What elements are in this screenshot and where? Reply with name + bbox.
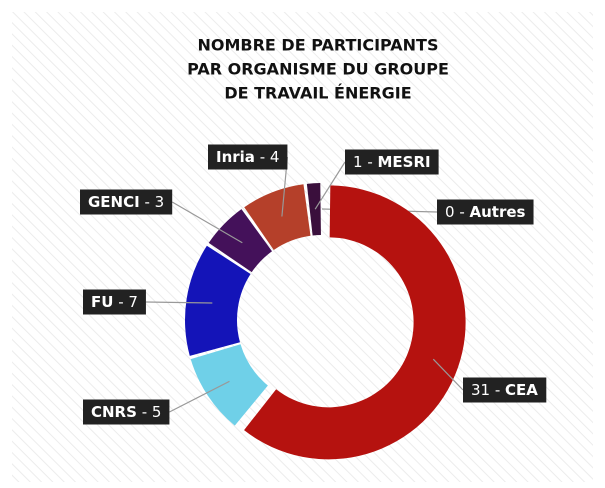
- data-label: 0 - Autres: [445, 203, 526, 221]
- donut-segment: [208, 209, 273, 273]
- data-label: GENCI - 3: [88, 193, 164, 211]
- data-label: Inria - 4: [216, 148, 279, 166]
- leader-line: [169, 380, 230, 413]
- label-part: 4: [270, 148, 280, 166]
- label-part: CEA: [505, 381, 538, 399]
- label-box: [208, 144, 288, 170]
- label-part: -: [455, 203, 470, 221]
- label-part: 31: [471, 381, 490, 399]
- label-part: 1: [353, 153, 363, 171]
- donut-segment: [190, 344, 268, 426]
- chart-title: NOMBRE DE PARTICIPANTS: [198, 36, 439, 55]
- label-part: -: [255, 148, 270, 166]
- label-part: CNRS: [91, 403, 137, 421]
- donut-segment: [306, 183, 321, 236]
- donut-segment: [244, 185, 466, 460]
- leader-line: [145, 301, 213, 304]
- label-part: GENCI: [88, 193, 140, 211]
- donut-segment: [185, 245, 251, 356]
- label-part: FU: [91, 293, 113, 311]
- label-part: -: [140, 193, 155, 211]
- label-part: Inria: [216, 148, 255, 166]
- data-label: FU - 7: [91, 293, 138, 311]
- label-part: -: [113, 293, 128, 311]
- label-box: [83, 399, 170, 425]
- chart-title: PAR ORGANISME DU GROUPE: [187, 60, 449, 79]
- label-box: [463, 377, 547, 403]
- donut-segment: [244, 184, 311, 251]
- label-part: MESRI: [378, 153, 431, 171]
- label-part: -: [363, 153, 378, 171]
- label-part: 5: [152, 403, 162, 421]
- label-part: 7: [128, 293, 138, 311]
- label-box: [83, 289, 146, 315]
- label-part: 3: [155, 193, 165, 211]
- label-box: [80, 189, 173, 215]
- label-part: Autres: [470, 203, 526, 221]
- data-label: 1 - MESRI: [353, 153, 431, 171]
- label-part: 0: [445, 203, 455, 221]
- leader-line: [432, 358, 464, 391]
- data-label: CNRS - 5: [91, 403, 161, 421]
- label-part: -: [137, 403, 152, 421]
- label-part: -: [490, 381, 505, 399]
- chart-title: DE TRAVAIL ÉNERGIE: [224, 84, 411, 103]
- leader-line: [171, 201, 243, 244]
- label-box: [345, 149, 439, 175]
- label-box: [437, 199, 534, 225]
- data-label: 31 - CEA: [471, 381, 538, 399]
- leader-line: [314, 161, 346, 210]
